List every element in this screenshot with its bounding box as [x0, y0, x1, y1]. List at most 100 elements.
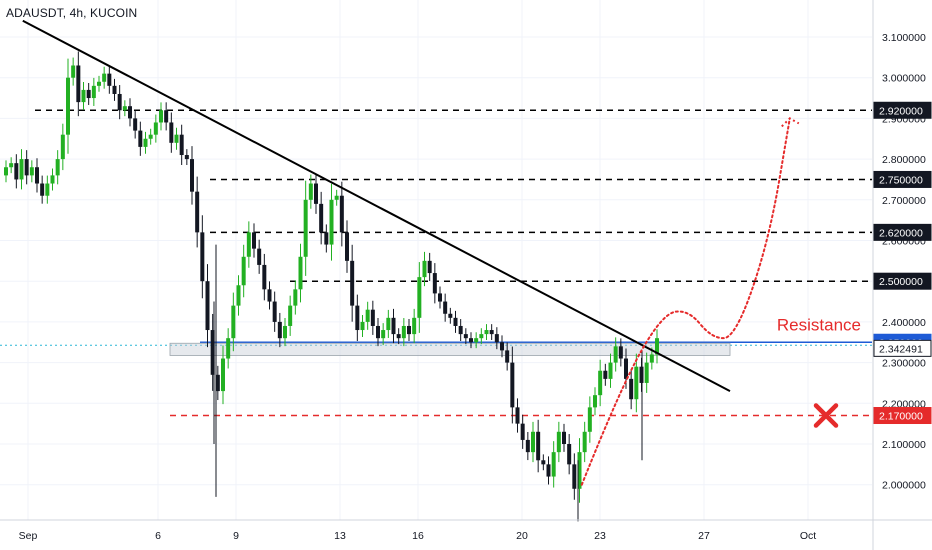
candle-body [50, 175, 55, 184]
price-badges: 2.9200002.7500002.6200002.5000002.350000… [873, 101, 932, 425]
price-badge-label: 2.920000 [879, 105, 923, 117]
time-axis[interactable]: Sep 6 9 13 16 20 23 27 Oct [19, 530, 817, 542]
candle-body [401, 325, 406, 339]
time-tick-label: 20 [516, 530, 528, 542]
candle-body [484, 330, 489, 335]
candle-body [546, 464, 551, 477]
price-badge: 2.920000 [873, 101, 932, 119]
candle-body [407, 325, 411, 335]
candle-body [190, 159, 194, 192]
candle-body [577, 452, 582, 489]
candle-body [572, 464, 577, 489]
candle-body [556, 431, 561, 453]
price-badge-bg [873, 223, 932, 241]
cross-stroke [813, 403, 839, 428]
candle-body [567, 444, 572, 465]
candle-body [40, 183, 45, 196]
candle-body [226, 338, 231, 359]
projection-path [580, 117, 800, 486]
price-badge: 2.500000 [873, 272, 932, 290]
candle-body [262, 264, 267, 290]
candle-body [267, 289, 272, 302]
candle-body [525, 439, 530, 453]
candle-body [143, 138, 148, 147]
candle-body [91, 85, 96, 99]
candle-body [138, 130, 143, 147]
candle-body [350, 260, 355, 306]
candle-body [257, 248, 262, 265]
candle-body [520, 423, 525, 440]
candle-body [184, 155, 189, 160]
trendline[interactable] [22, 19, 731, 392]
price-tick-label: 2.000000 [882, 480, 926, 492]
candle-body [221, 358, 225, 392]
candle-body [35, 167, 39, 184]
candle-body [298, 256, 303, 290]
candle-body [448, 313, 453, 318]
candle-body [19, 159, 24, 180]
candle-body [159, 110, 163, 123]
candle-body [551, 452, 556, 477]
time-tick-label: 27 [698, 530, 710, 542]
candle-body [376, 325, 380, 339]
candle-body [593, 395, 597, 408]
candle-body [102, 73, 107, 82]
resistance-zone-box [169, 342, 731, 356]
price-badge: 2.342491 [873, 339, 932, 357]
candle-body [205, 281, 210, 331]
candle-body [510, 362, 515, 408]
candle-body [427, 260, 432, 274]
candle-body [453, 317, 458, 326]
candle-body [329, 199, 334, 245]
candle-body [200, 232, 205, 282]
candle-body [443, 301, 448, 314]
time-tick-label: 13 [334, 530, 346, 542]
candle-body [469, 338, 473, 343]
candle-body [179, 134, 184, 156]
candle-body [66, 77, 70, 135]
candle-body [29, 167, 34, 176]
resistance-label: Resistance [777, 315, 861, 334]
candle-body [308, 183, 313, 200]
candle-body [107, 73, 112, 86]
price-tick-label: 2.100000 [882, 439, 926, 451]
invalidation-cross-icon [813, 403, 839, 428]
annotations: Resistance [777, 315, 861, 428]
candle-body [45, 183, 50, 196]
candle-body [613, 346, 618, 363]
candle-body [334, 195, 339, 200]
candle-body [86, 89, 91, 99]
candle-body [272, 301, 277, 322]
candle-body [365, 309, 370, 322]
candle-body [236, 285, 241, 306]
candle-body [582, 431, 587, 453]
candle-body [293, 289, 298, 306]
candle-body [458, 325, 463, 335]
candle-body [618, 346, 623, 359]
price-badge: 2.750000 [873, 170, 932, 188]
candle-body [60, 134, 65, 160]
projection-line [580, 117, 791, 486]
candle-body [283, 325, 287, 339]
candle-body [148, 134, 153, 139]
candle-body [112, 85, 117, 94]
candle-body [412, 317, 417, 335]
candle-body [345, 232, 349, 261]
candle-body [624, 358, 628, 379]
candle-body [649, 354, 654, 363]
price-tick-label: 2.300000 [882, 358, 926, 370]
candle-body [210, 330, 215, 375]
candle-body [438, 293, 442, 302]
candle-body [515, 407, 520, 424]
candle-body [370, 309, 375, 326]
candle-body [603, 370, 608, 379]
candle-body [463, 334, 468, 339]
candle-body [153, 122, 158, 135]
price-badge-label: 2.620000 [879, 227, 923, 239]
time-tick-label: 9 [233, 530, 239, 542]
candle-body [195, 191, 200, 233]
price-tick-label: 2.400000 [882, 317, 926, 329]
candle-body [489, 330, 494, 335]
candle-body [396, 334, 401, 339]
